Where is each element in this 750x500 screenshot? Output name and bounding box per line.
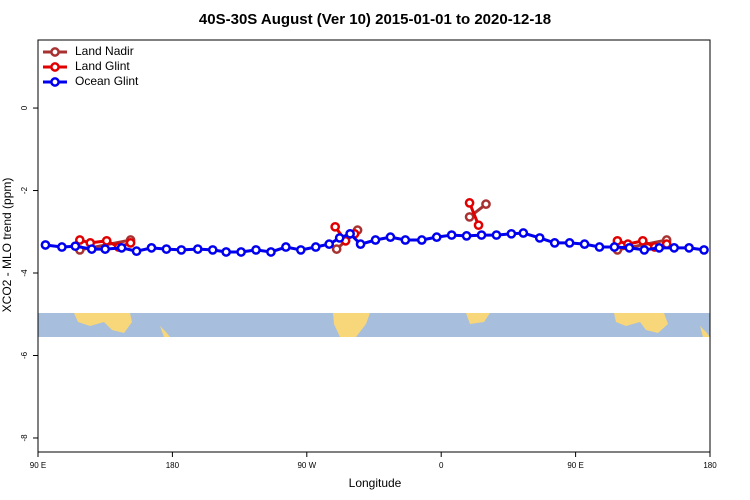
point (476, 230, 487, 240)
point (324, 239, 335, 249)
point (481, 199, 491, 209)
point (609, 242, 620, 252)
point (295, 245, 306, 255)
point (207, 245, 218, 255)
legend-label: Land Glint (75, 59, 130, 73)
point (74, 235, 85, 245)
point (684, 243, 694, 253)
legend-label: Land Nadir (75, 44, 134, 58)
point (461, 231, 472, 241)
y-tick-label: 0 (20, 105, 29, 110)
point (330, 221, 341, 232)
y-axis-label: XCO2 - MLO trend (ppm) (0, 178, 14, 313)
x-tick-label: 90 E (30, 461, 46, 470)
point (266, 247, 276, 257)
point (594, 242, 605, 252)
legend-marker (50, 77, 60, 87)
point (334, 233, 345, 243)
point (70, 241, 81, 252)
map-strip (38, 313, 710, 337)
point (416, 235, 427, 245)
point (446, 230, 457, 240)
point (491, 230, 502, 240)
point (624, 243, 635, 253)
series-line (45, 231, 705, 254)
point (86, 244, 97, 254)
legend-marker (50, 62, 60, 72)
point (331, 244, 342, 254)
y-tick-label: -2 (20, 186, 29, 194)
point (345, 228, 355, 239)
point (131, 246, 142, 257)
point (101, 235, 112, 246)
point (310, 242, 321, 252)
point (506, 228, 517, 239)
point (40, 240, 51, 250)
point (176, 245, 187, 255)
point (637, 235, 648, 246)
y-tick-label: -6 (20, 351, 29, 359)
point (100, 244, 111, 254)
point (534, 233, 545, 243)
point (431, 232, 442, 242)
point (146, 243, 157, 253)
y-tick-label: -4 (20, 269, 29, 277)
x-tick-label: 90 E (567, 461, 583, 470)
x-tick-label: 180 (703, 461, 717, 470)
point (518, 228, 529, 238)
point (251, 245, 261, 255)
point (161, 244, 172, 254)
point (473, 220, 484, 231)
point (579, 239, 590, 249)
y-tick-label: -8 (20, 434, 29, 442)
x-tick-label: 180 (166, 461, 180, 470)
point (116, 243, 127, 253)
point (221, 247, 232, 257)
plot-frame (37, 39, 711, 453)
point (639, 245, 650, 255)
point (669, 243, 680, 253)
point (281, 242, 291, 252)
legend-marker (50, 47, 60, 57)
point (464, 198, 475, 208)
point (370, 235, 381, 245)
point (654, 243, 665, 253)
point (236, 247, 246, 257)
point (57, 242, 67, 252)
point (125, 238, 136, 248)
x-tick-label: 90 W (297, 461, 316, 470)
x-tick-label: 0 (439, 461, 444, 470)
point (699, 245, 709, 255)
point (355, 239, 366, 249)
point (549, 238, 560, 248)
point (400, 235, 411, 245)
point (564, 238, 575, 248)
point (192, 244, 203, 254)
x-axis-label: Longitude (349, 476, 402, 490)
point (385, 232, 396, 242)
point (464, 212, 475, 222)
legend-label: Ocean Glint (75, 74, 139, 88)
chart-title: 40S-30S August (Ver 10) 2015-01-01 to 20… (199, 11, 551, 28)
